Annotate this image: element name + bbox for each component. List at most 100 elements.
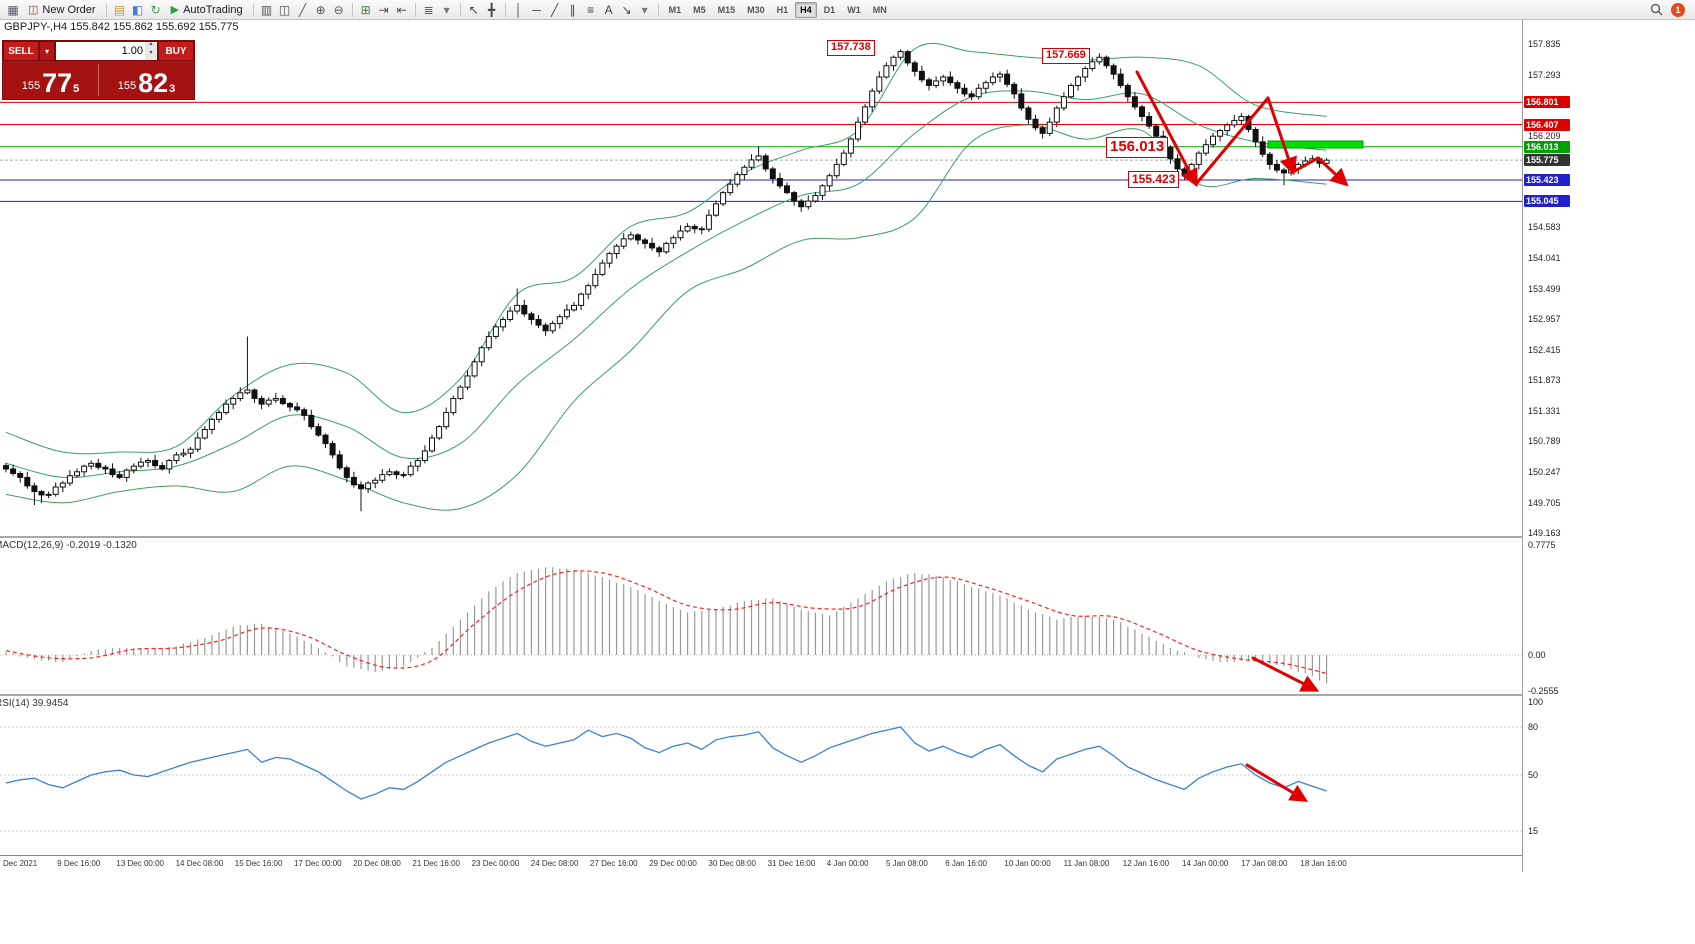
fibonacci-icon[interactable]: ≡	[587, 2, 595, 17]
time-tick: Dec 2021	[3, 859, 38, 868]
price-annotation[interactable]: 156.013	[1106, 137, 1169, 158]
caret-down-icon[interactable]: ▾	[641, 2, 648, 17]
macd-signal-line	[5, 570, 1327, 674]
timeframe-m5[interactable]: M5	[693, 4, 706, 15]
timeframe-w1[interactable]: W1	[847, 4, 861, 15]
rsi-axis-tick: 100	[1528, 697, 1544, 707]
macd-axis-tick: -0.2555	[1528, 686, 1559, 697]
timeframe-m1[interactable]: M1	[668, 4, 682, 15]
buy-price-small: 155	[117, 80, 137, 92]
trend-arrow[interactable]	[1194, 96, 1270, 186]
profiles-icon[interactable]: ◧	[131, 2, 144, 17]
bollinger-band-lo[interactable]	[5, 124, 1327, 511]
tile-windows-icon[interactable]: ⊞	[360, 2, 371, 17]
rsi-panel-separator[interactable]	[0, 694, 1572, 696]
charts-folder-icon[interactable]: ▤	[113, 2, 126, 17]
sell-price[interactable]: 155 77 5	[3, 61, 98, 99]
horizontal-line-icon[interactable]: ─	[532, 2, 541, 17]
trend-arrow[interactable]	[1251, 656, 1320, 692]
price-tick: 152.415	[1528, 344, 1561, 355]
new-chart-icon[interactable]: ▦	[7, 2, 19, 17]
vertical-line-icon[interactable]: │	[514, 2, 523, 17]
trendline-icon[interactable]: ╱	[550, 2, 559, 17]
trade-options-caret[interactable]: ▾	[39, 41, 55, 61]
bar-chart-icon[interactable]: ▥	[260, 2, 273, 17]
text-icon[interactable]: A	[604, 2, 613, 17]
highlight-bar[interactable]	[1267, 140, 1364, 149]
price-tick: 157.293	[1528, 69, 1561, 80]
price-tick: 150.247	[1528, 466, 1561, 477]
search-icon[interactable]	[1647, 1, 1665, 19]
auto-scroll-icon[interactable]: ⇥	[378, 2, 389, 17]
crosshair-icon[interactable]: ╋	[487, 2, 496, 17]
trend-arrow[interactable]	[1291, 156, 1320, 174]
candlestick-icon[interactable]: ◫	[278, 2, 291, 17]
price-axis[interactable]: 157.835 157.293 156.209 154.583 154.041 153.4…	[1523, 0, 1572, 872]
timeframe-h1[interactable]: H1	[776, 4, 789, 15]
price-tick: 151.331	[1528, 405, 1561, 416]
sell-button[interactable]: SELL	[3, 41, 39, 61]
line-chart-icon[interactable]: ╱	[298, 2, 307, 17]
timeframe-mn[interactable]: MN	[872, 4, 887, 15]
time-tick: 6 Jan 16:00	[945, 859, 987, 868]
buy-price[interactable]: 155 82 3	[99, 61, 194, 99]
volume-input[interactable]	[56, 42, 145, 60]
timeframe-d1[interactable]: D1	[823, 4, 836, 15]
timeframe-m30[interactable]: M30	[747, 4, 765, 15]
rsi-axis-tick: 15	[1528, 826, 1539, 836]
toolbar-separator	[459, 2, 461, 17]
one-click-trading-panel: SELL ▾ ▴ ▾ BUY 155 77 5 155 82 3	[2, 40, 195, 100]
buy-price-big: 82	[138, 67, 169, 98]
toolbar-separator	[504, 2, 506, 17]
new-order-button[interactable]: ◫ New Order	[22, 1, 102, 19]
new-order-icon: ◫	[28, 4, 39, 16]
rsi-panel-canvas[interactable]	[0, 695, 1522, 855]
macd-axis-tick: 0.7775	[1528, 539, 1556, 550]
zoom-in-icon[interactable]: ⊕	[315, 2, 326, 17]
timeframe-m15[interactable]: M15	[717, 4, 736, 15]
toolbar-separator	[252, 2, 254, 17]
trend-arrow[interactable]	[1316, 156, 1349, 187]
autotrading-button[interactable]: ▶ AutoTrading	[165, 1, 249, 19]
timeframe-h4[interactable]: H4	[795, 1, 817, 18]
cursor-icon[interactable]: ↖	[468, 2, 479, 17]
macd-label: MACD(12,26,9) -0.2019 -0.1320	[0, 540, 137, 551]
arrows-icon[interactable]: ↘	[621, 2, 632, 17]
price-tick: 150.789	[1528, 436, 1561, 447]
sell-price-big: 77	[42, 67, 73, 98]
price-tick: 154.583	[1528, 222, 1561, 233]
price-annotation[interactable]: 157.669	[1042, 48, 1090, 64]
macd-panel-separator[interactable]	[0, 536, 1572, 538]
time-tick: 18 Jan 16:00	[1300, 859, 1347, 868]
trend-arrow[interactable]	[1266, 96, 1297, 176]
bollinger-band-mid[interactable]	[5, 90, 1327, 479]
price-level-label: 155.775	[1524, 154, 1570, 167]
macd-panel-canvas[interactable]	[0, 537, 1522, 695]
zoom-out-icon[interactable]: ⊖	[333, 2, 344, 17]
volume-up-button[interactable]: ▴	[149, 41, 153, 47]
price-tick: 149.163	[1528, 528, 1561, 539]
time-tick: 13 Dec 00:00	[116, 859, 164, 868]
volume-down-button[interactable]: ▾	[149, 50, 153, 56]
price-annotation[interactable]: 157.738	[827, 40, 875, 56]
trend-arrow[interactable]	[1135, 70, 1198, 188]
chart-shift-icon[interactable]: ⇤	[396, 2, 407, 17]
caret-down-icon[interactable]: ▾	[443, 2, 450, 17]
time-tick: 14 Dec 08:00	[175, 859, 224, 868]
notification-badge[interactable]: 1	[1671, 2, 1685, 17]
price-chart-canvas[interactable]	[0, 0, 1522, 536]
price-tick: 156.209	[1528, 130, 1561, 141]
toolbar: ▦ ◫ New Order ▤ ◧ ↻ ▶ AutoTrading ▥ ◫ ╱ ⊕ ⊖ ⊞ ⇥ ⇤ ≣ ▾ ↖ ╋ │ ─…	[0, 0, 1695, 20]
channel-icon[interactable]: ∥	[569, 2, 576, 17]
time-axis[interactable]: Dec 2021 9 Dec 16:00 13 Dec 00:00 14 Dec 08…	[0, 856, 1522, 872]
toolbar-separator	[657, 2, 659, 17]
buy-button[interactable]: BUY	[158, 41, 194, 61]
trend-arrow[interactable]	[1245, 763, 1309, 802]
refresh-icon[interactable]: ↻	[150, 2, 161, 17]
time-tick: 30 Dec 08:00	[708, 859, 756, 868]
time-tick: 31 Dec 16:00	[767, 859, 816, 868]
price-annotation[interactable]: 155.423	[1128, 171, 1180, 188]
time-tick: 27 Dec 16:00	[590, 859, 638, 868]
price-level-label: 156.013	[1524, 140, 1570, 153]
indicators-icon[interactable]: ≣	[423, 2, 434, 17]
